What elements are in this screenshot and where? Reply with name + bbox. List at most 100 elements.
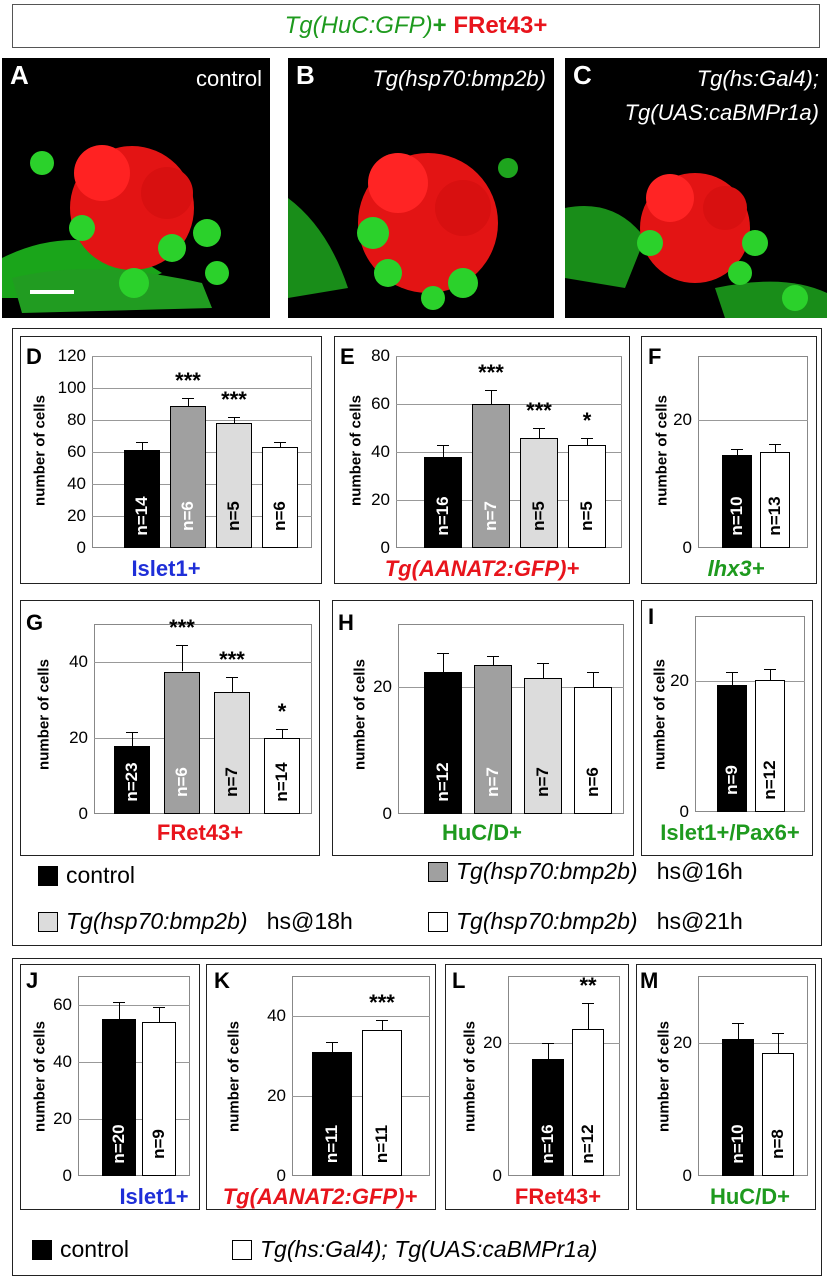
- panel-d-significance: ***: [221, 386, 247, 412]
- panel-g-error-bar: [232, 677, 233, 693]
- panel-l-error-cap: [582, 1002, 594, 1004]
- panel-j-tick-label: 0: [62, 1166, 72, 1185]
- panel-g-caption: FRet43+: [156, 820, 244, 845]
- panel-l-letter: L: [452, 968, 466, 993]
- panel-k-gridline: [292, 1096, 430, 1097]
- panel-j-bar: [102, 1018, 136, 1176]
- panel-h-n-label: n=7: [483, 767, 502, 797]
- panel-h-error-bar: [593, 671, 594, 688]
- panel-d-bar: [124, 450, 160, 548]
- panel-i-tick-label: 0: [679, 802, 689, 821]
- photo-b-caption: Tg(hsp70:bmp2b): [372, 62, 546, 96]
- photo-panel-b: B Tg(hsp70:bmp2b): [288, 58, 554, 318]
- panel-i-error-cap: [764, 668, 776, 670]
- panel-l-n-label: n=12: [578, 1124, 597, 1164]
- panel-e-error-cap: [581, 437, 593, 439]
- panel-k-n-label: n=11: [322, 1124, 341, 1164]
- panel-f-error-cap: [769, 443, 781, 445]
- panel-e-letter: E: [340, 344, 355, 369]
- panel-d-error-bar: [188, 397, 189, 406]
- panel-j-error-bar: [159, 1007, 160, 1022]
- panel-d-bar: [262, 447, 298, 548]
- photo-c-caption: Tg(hs:Gal4); Tg(UAS:caBMPr1a): [625, 62, 819, 130]
- panel-d-tick-label: 60: [67, 442, 86, 461]
- panel-m-error-cap: [772, 1032, 784, 1034]
- panel-g-tick-label: 40: [69, 652, 88, 671]
- panel-e-n-label: n=16: [433, 496, 452, 536]
- panel-g-error-cap: [276, 728, 288, 730]
- panel-d-y-label: number of cells: [31, 395, 49, 506]
- panel-j-tick-label: 60: [53, 994, 72, 1014]
- panel-i-frame: [641, 600, 813, 856]
- panel-f-n-label: n=10: [727, 496, 746, 536]
- photo-a-image: [2, 145, 229, 313]
- legend2-swatch-ca: [232, 1239, 252, 1260]
- panel-d-significance: ***: [175, 367, 201, 393]
- panel-e-caption: Tg(AANAT2:GFP)+: [384, 556, 580, 581]
- panel-h-error-bar: [443, 652, 444, 672]
- panel-j-tick-label: 40: [53, 1051, 72, 1071]
- panel-k-frame: [206, 964, 436, 1210]
- panel-f-n-label: n=13: [765, 496, 784, 536]
- panel-i-y-label: number of cells: [651, 659, 669, 770]
- panel-l-error-bar: [588, 1002, 589, 1030]
- panel-j-y-label: number of cells: [31, 1021, 49, 1132]
- panel-g-n-label: n=7: [222, 767, 241, 797]
- panel-e-error-cap: [533, 428, 545, 429]
- legend-swatch-control: [38, 865, 58, 886]
- panel-l-tick-label: 20: [483, 1032, 502, 1052]
- panel-j-letter: J: [26, 968, 39, 993]
- panel-h-n-label: n=6: [583, 767, 602, 797]
- panel-i-tick-label: 20: [670, 671, 689, 691]
- title-fret43: FRet43+: [453, 12, 548, 39]
- panel-j-n-label: n=20: [109, 1124, 128, 1164]
- panel-e-bar: [568, 444, 606, 548]
- panel-d-n-label: n=14: [132, 496, 151, 536]
- panel-k-error-bar: [332, 1042, 333, 1052]
- panel-h-n-label: n=12: [433, 762, 452, 802]
- legend2-control-label: control: [60, 1236, 130, 1262]
- panel-e-tick-label: 0: [380, 538, 390, 557]
- panel-f-caption: lhx3+: [707, 556, 765, 581]
- panel-j-bar: [142, 1021, 176, 1176]
- panel-e-frame: [334, 336, 630, 584]
- panel-i-n-label: n=12: [760, 760, 779, 800]
- panel-k-letter: K: [214, 968, 230, 993]
- panel-g-bar: [264, 738, 300, 814]
- photo-c-caption-line1: Tg(hs:Gal4);: [696, 66, 819, 91]
- legend-hs16-name: Tg(hsp70:bmp2b): [456, 858, 638, 884]
- panel-l-bar: [532, 1059, 564, 1176]
- cabmpr1a-group-frame: [12, 958, 822, 1276]
- panel-h-caption: HuC/D+: [441, 820, 523, 845]
- legend-hs18: Tg(hsp70:bmp2b) hs@18h: [38, 908, 353, 935]
- panel-g-error-cap: [176, 644, 188, 646]
- panel-d-error-bar: [280, 442, 281, 448]
- panel-d-error-cap: [136, 442, 148, 444]
- legend-control: control: [38, 862, 135, 889]
- panel-k-gridline: [292, 1016, 430, 1017]
- panel-g-tick-label: 20: [69, 728, 88, 747]
- legend-hs18-name: Tg(hsp70:bmp2b): [66, 908, 248, 934]
- legend2-ca: Tg(hs:Gal4); Tg(UAS:caBMPr1a): [232, 1236, 597, 1263]
- panel-d-tick-label: 20: [67, 506, 86, 525]
- legend-swatch-hs21: [428, 911, 448, 932]
- photo-b-image: [288, 153, 518, 310]
- panel-m-caption: HuC/D+: [709, 1184, 791, 1209]
- panel-e-significance: ***: [478, 359, 504, 385]
- panel-l-bar: [572, 1029, 604, 1176]
- panel-f-tick-label: 20: [673, 410, 692, 429]
- legend-swatch-hs18: [38, 911, 58, 932]
- panel-g-error-cap: [226, 677, 238, 679]
- figure-title: Tg(HuC:GFP) + FRet43+: [12, 4, 820, 48]
- legend-hs16: Tg(hsp70:bmp2b) hs@16h: [428, 858, 743, 885]
- panel-k-tick-label: 0: [276, 1166, 286, 1185]
- panel-m-error-cap: [732, 1022, 744, 1024]
- panel-g-error-bar: [282, 728, 283, 738]
- panel-g-tick-label: 0: [78, 804, 88, 823]
- panel-j-caption: Islet1+: [119, 1184, 189, 1209]
- legend-swatch-hs16: [428, 861, 448, 882]
- panel-f-gridline: [698, 420, 808, 421]
- panel-j-frame: [20, 964, 200, 1210]
- panel-i-caption: Islet1+/Pax6+: [660, 820, 800, 845]
- panel-h-bar: [524, 677, 562, 814]
